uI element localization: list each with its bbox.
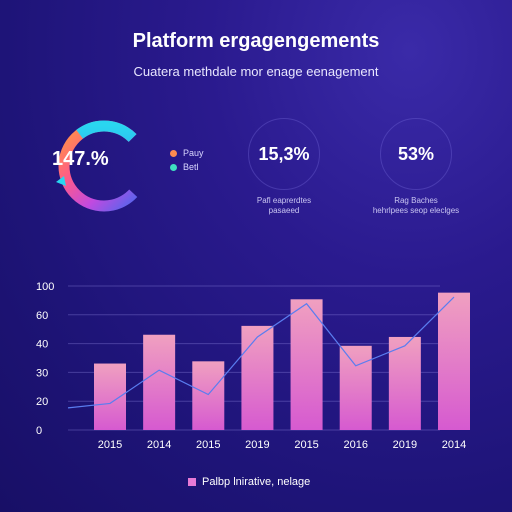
stat-card: 53% Rag Baches hehrlpees seop eleclges (356, 118, 476, 216)
x-tick-label: 2015 (196, 439, 220, 451)
stat-circle: 15,3% (248, 118, 320, 190)
trend-line (67, 296, 455, 409)
stat-value: 15,3% (258, 143, 310, 164)
bar (241, 325, 274, 430)
donut-ring (56, 120, 150, 212)
bar (192, 361, 225, 430)
legend-dot (170, 163, 177, 171)
chart-title: Platform ergagengements (132, 30, 380, 52)
x-tick-label: 2014 (147, 439, 171, 451)
y-tick-label: 20 (36, 396, 48, 408)
y-tick-label: 0 (36, 425, 42, 437)
bar (339, 345, 372, 430)
stat-circle: 53% (380, 118, 452, 190)
x-tick-label: 2014 (442, 439, 466, 451)
bar (438, 292, 470, 430)
legend-swatch (188, 478, 196, 486)
legend-label: Betl (183, 162, 199, 172)
bar (94, 363, 126, 430)
stat-card: 15,3% Pafl eaprerdtes pasaeed (236, 118, 332, 216)
stat-caption: Pafl eaprerdtes pasaeed (236, 196, 332, 216)
y-tick-label: 60 (36, 310, 48, 322)
x-tick-label: 2016 (343, 439, 367, 451)
stat-caption-line: pasaeed (268, 206, 300, 215)
x-tick-label: 2019 (245, 439, 269, 451)
stat-value: 53% (397, 143, 435, 164)
y-tick-label: 30 (36, 367, 48, 379)
legend-item: Pauy (170, 146, 204, 160)
donut-chart: 147.% (52, 118, 156, 214)
bar (290, 299, 323, 430)
legend-label: Pauy (183, 148, 204, 158)
x-tick-label: 2015 (294, 439, 318, 451)
stat-caption: Rag Baches hehrlpees seop eleclges (356, 196, 476, 216)
chart-legend: Palbp lnirative, nelage (188, 476, 310, 488)
bar-chart: 0 20 30 40 60 100 2015 2014 2015 2019 2015 2016 2019… (36, 281, 470, 451)
legend-item: Betl (170, 160, 204, 174)
bar (388, 336, 421, 430)
x-tick-label: 2015 (98, 439, 122, 451)
stat-caption-line: Pafl eaprerdtes (256, 196, 312, 205)
donut-value: 147.% (52, 148, 109, 170)
x-tick-label: 2019 (393, 439, 417, 451)
stat-caption-line: hehrlpees seop eleclges (372, 206, 460, 215)
y-tick-label: 100 (36, 281, 54, 293)
stat-caption-line: Rag Baches (394, 196, 438, 205)
bar (143, 334, 176, 430)
legend-dot (170, 149, 177, 157)
legend-label: Palbp lnirative, nelage (202, 476, 311, 488)
chart-subtitle: Cuatera methdale mor enage eenagement (133, 64, 379, 79)
y-tick-label: 40 (36, 339, 48, 351)
donut-legend: Pauy Betl (170, 146, 204, 174)
